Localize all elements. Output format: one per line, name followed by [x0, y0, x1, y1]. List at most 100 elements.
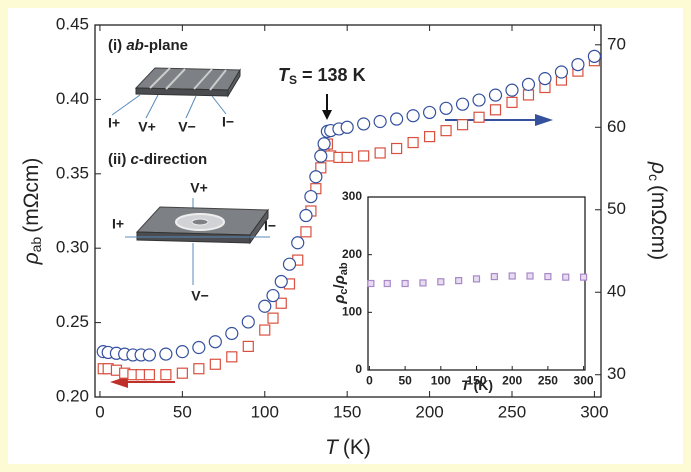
transition-label-part: T: [278, 65, 291, 85]
marker: [282, 257, 297, 271]
marker: [300, 226, 312, 238]
marker: [309, 170, 323, 184]
y2-axis-label-part: ρ: [647, 161, 670, 174]
inset-x-label: T (K): [461, 377, 493, 393]
electrode-label: I+: [112, 216, 124, 232]
x-axis-label-part: (K): [343, 436, 371, 459]
marker: [401, 279, 409, 288]
diagram-title-part: ab: [126, 37, 144, 54]
y2-axis-label-part: c: [646, 174, 662, 181]
marker: [266, 288, 280, 303]
marker: [340, 120, 354, 134]
diagram-title: (i) ab-plane: [108, 37, 188, 54]
inset-background: [368, 197, 585, 370]
marker: [419, 279, 427, 287]
inset-x-label-part: T: [461, 377, 471, 393]
diagram-title-part: (ii): [108, 151, 131, 168]
marker: [258, 299, 272, 313]
inset-x-label-part: (K): [474, 377, 493, 393]
marker: [579, 273, 588, 281]
y-tick-label: 100: [342, 305, 362, 319]
marker: [439, 101, 453, 115]
marker: [143, 369, 155, 381]
marker: [160, 369, 172, 381]
marker: [505, 83, 519, 97]
marker: [192, 340, 206, 355]
y-tick-label: 0.30: [56, 238, 89, 257]
marker: [526, 272, 534, 280]
electrode-label: V+: [138, 119, 156, 135]
marker: [521, 77, 536, 91]
marker: [358, 150, 370, 162]
marker: [357, 117, 371, 131]
inset-y-label: ρc/ρab: [331, 262, 350, 305]
y2-tick-label: 50: [607, 199, 626, 218]
transition-label-part: = 138 K: [297, 65, 366, 85]
x-tick-label: 0: [95, 403, 104, 422]
inset-y-label-part: c: [338, 288, 350, 294]
y-tick-label: 0.25: [56, 312, 89, 331]
y-tick-label: 0.40: [56, 89, 89, 108]
diagram-c-direction: [125, 198, 270, 285]
marker: [259, 324, 271, 336]
x-tick-label: 200: [415, 403, 443, 422]
marker: [455, 277, 463, 285]
marker: [241, 315, 255, 329]
electrode-label: I−: [264, 218, 276, 234]
inset-y-label-part: /: [331, 283, 348, 288]
x-tick-label: 150: [466, 374, 486, 388]
marker: [571, 57, 585, 72]
marker: [473, 111, 485, 123]
x-tick-label: 300: [580, 403, 608, 422]
marker: [314, 149, 328, 163]
y2-tick-label: 60: [607, 117, 626, 136]
diagram-title-part: -plane: [144, 37, 188, 54]
marker: [374, 147, 386, 159]
electrode-label: I−: [222, 114, 234, 130]
x-tick-label: 50: [173, 403, 192, 422]
marker: [193, 363, 205, 375]
marker: [373, 114, 387, 129]
electrode-label: I+: [108, 115, 120, 131]
electrode-label: V−: [191, 288, 209, 304]
y2-axis-label-part: (mΩcm): [647, 185, 670, 260]
inset-y-label-part: ab: [338, 262, 350, 275]
marker: [299, 208, 313, 223]
marker: [304, 189, 318, 204]
diagram-title: (ii) c-direction: [108, 151, 207, 168]
x-axis-label: T (K): [325, 436, 371, 459]
y-tick-label: 200: [342, 247, 362, 261]
y-tick-label: 0.20: [56, 386, 89, 405]
marker: [383, 279, 391, 288]
marker: [506, 96, 518, 108]
marker: [407, 136, 419, 149]
y-tick-label: 0.35: [56, 163, 89, 182]
marker: [159, 347, 173, 361]
marker: [562, 273, 570, 281]
marker: [390, 112, 404, 126]
marker: [472, 93, 486, 107]
marker: [538, 72, 552, 86]
y-axis-label: ρab (mΩcm): [20, 158, 44, 266]
marker: [291, 236, 305, 250]
x-tick-label: 0: [366, 374, 373, 388]
marker: [341, 151, 353, 164]
marker: [440, 125, 452, 137]
marker: [456, 119, 469, 131]
marker: [554, 65, 569, 79]
marker: [225, 326, 239, 341]
y2-tick-label: 70: [607, 34, 626, 53]
marker: [544, 272, 552, 281]
marker: [437, 278, 445, 286]
y-axis-label-part: ab: [28, 237, 44, 253]
marker: [367, 279, 375, 288]
x-tick-label: 300: [574, 374, 594, 388]
transition-label: TS = 138 K: [278, 65, 366, 87]
diagram-title-part: (i): [108, 37, 126, 54]
marker: [490, 272, 498, 281]
marker: [508, 272, 516, 280]
marker: [175, 345, 189, 359]
marker: [587, 49, 602, 63]
y2-tick-label: 30: [607, 364, 626, 383]
